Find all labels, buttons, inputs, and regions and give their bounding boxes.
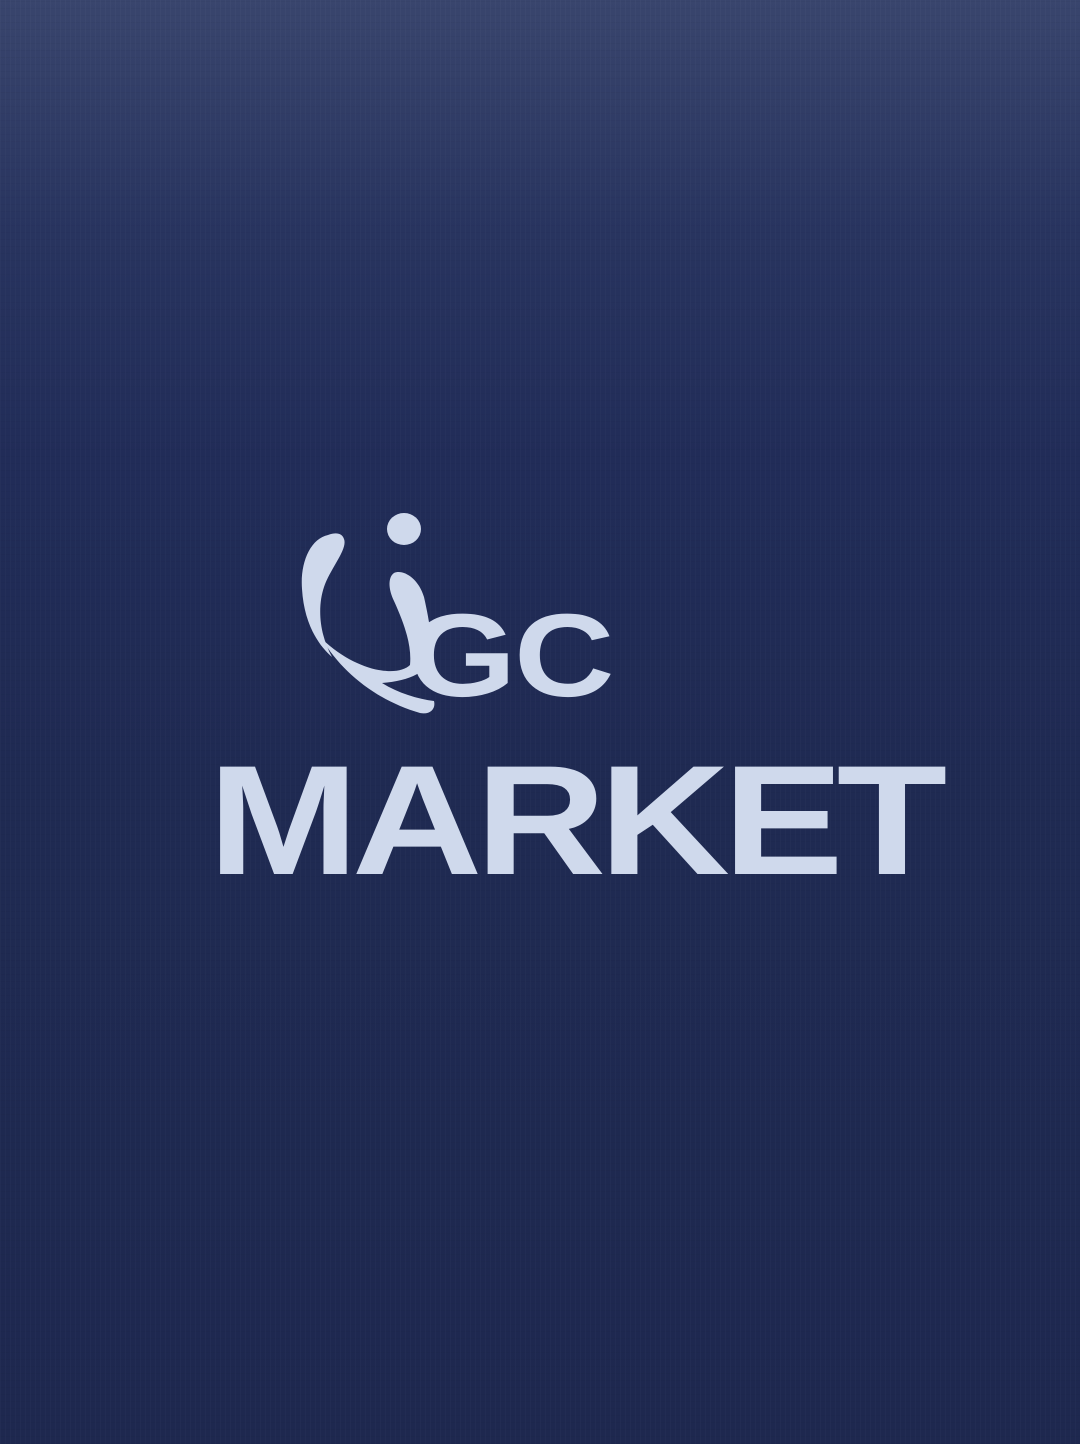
brand-logo: GC MARKET	[200, 505, 947, 899]
logo-text-market: MARKET	[208, 734, 947, 908]
logo-text-gc: GC	[408, 590, 615, 722]
stylized-u-figure-icon	[301, 513, 435, 714]
